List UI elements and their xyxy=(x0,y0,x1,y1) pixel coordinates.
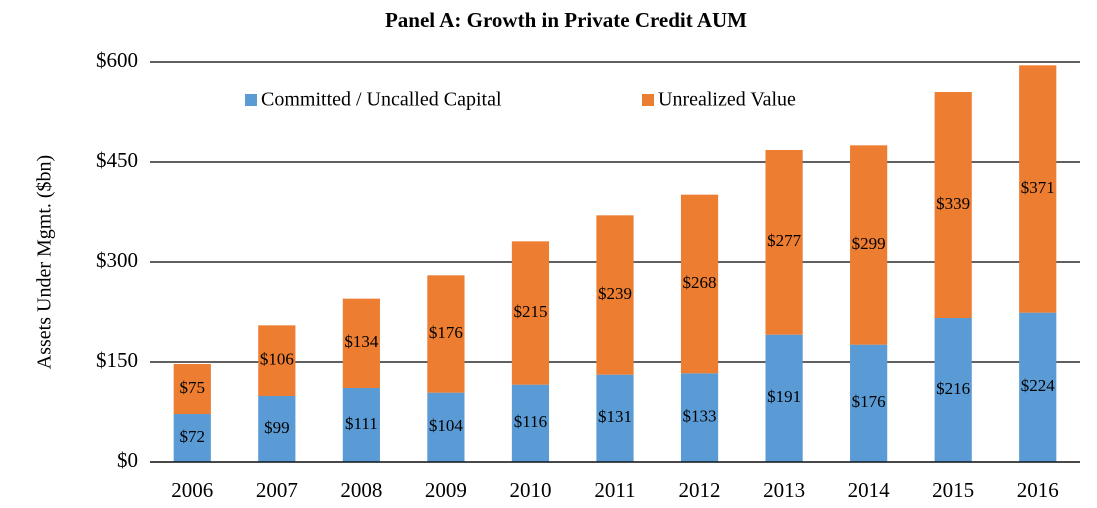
y-tick-label: $0 xyxy=(117,448,138,472)
bar-segment xyxy=(258,325,296,396)
x-tick-label: 2016 xyxy=(1017,478,1059,502)
value-label: $75 xyxy=(180,378,206,397)
bar-segment xyxy=(342,298,380,388)
value-label: $239 xyxy=(598,284,632,303)
bar-segment xyxy=(1019,65,1057,313)
bar-segment xyxy=(850,344,888,462)
x-tick-label: 2009 xyxy=(425,478,467,502)
value-label: $104 xyxy=(429,416,464,435)
y-axis-label: Assets Under Mgmt. ($bn) xyxy=(34,155,56,369)
y-tick-label: $300 xyxy=(96,248,138,272)
value-label: $299 xyxy=(852,234,886,253)
legend-label: Unrealized Value xyxy=(658,89,796,111)
bar-segment xyxy=(596,215,634,375)
x-tick-label: 2012 xyxy=(679,478,721,502)
bar-segment xyxy=(934,92,972,318)
x-tick-label: 2008 xyxy=(340,478,382,502)
value-label: $134 xyxy=(344,332,379,351)
y-tick-label: $150 xyxy=(96,348,138,372)
value-label: $277 xyxy=(767,231,802,250)
bar-segment xyxy=(596,374,634,462)
bar-segment xyxy=(258,396,296,462)
bar-segment xyxy=(173,414,211,462)
value-label: $371 xyxy=(1021,178,1055,197)
legend-swatch xyxy=(245,94,257,106)
bar-segment xyxy=(765,150,803,335)
bar-segment xyxy=(173,364,211,414)
bar-segment xyxy=(511,241,550,385)
value-label: $72 xyxy=(180,427,206,446)
x-tick-label: 2010 xyxy=(509,478,551,502)
x-tick-label: 2015 xyxy=(932,478,974,502)
bar-segment xyxy=(680,194,719,374)
bar-segment xyxy=(511,384,550,462)
bar-segment xyxy=(1019,312,1057,462)
value-label: $224 xyxy=(1021,376,1056,395)
bar-segment xyxy=(850,145,888,345)
value-label: $131 xyxy=(598,407,632,426)
value-label: $268 xyxy=(683,273,717,292)
value-label: $339 xyxy=(936,194,970,213)
y-tick-label: $600 xyxy=(96,48,138,72)
x-tick-label: 2006 xyxy=(171,478,213,502)
x-tick-label: 2007 xyxy=(256,478,298,502)
value-label: $176 xyxy=(852,392,886,411)
legend-label: Committed / Uncalled Capital xyxy=(261,89,502,111)
value-label: $116 xyxy=(514,412,547,431)
value-label: $215 xyxy=(513,302,547,321)
legend-swatch xyxy=(642,94,654,106)
value-label: $176 xyxy=(429,323,463,342)
bar-segment xyxy=(342,388,380,462)
x-tick-label: 2011 xyxy=(594,478,635,502)
bar-segment xyxy=(765,334,803,462)
bar-segment xyxy=(680,373,719,462)
value-label: $106 xyxy=(260,350,294,369)
value-label: $216 xyxy=(936,379,970,398)
bar-segment xyxy=(427,392,465,462)
bar-segment xyxy=(427,275,465,393)
value-label: $133 xyxy=(683,407,717,426)
value-label: $111 xyxy=(345,414,378,433)
chart-title: Panel A: Growth in Private Credit AUM xyxy=(385,8,747,32)
x-tick-label: 2013 xyxy=(763,478,805,502)
value-label: $191 xyxy=(767,387,801,406)
x-tick-label: 2014 xyxy=(848,478,891,502)
bar-segment xyxy=(934,318,972,462)
value-label: $99 xyxy=(264,418,290,437)
y-tick-label: $450 xyxy=(96,148,138,172)
